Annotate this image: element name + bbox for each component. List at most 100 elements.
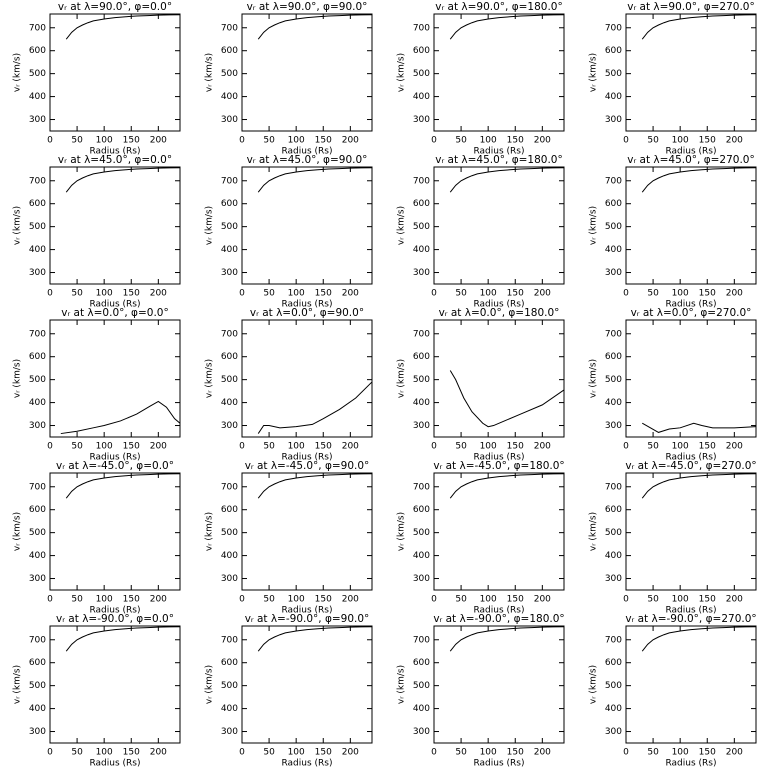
plot-frame — [625, 319, 757, 438]
x-tick-label: 50 — [71, 748, 83, 758]
x-tick-label: 200 — [534, 289, 551, 299]
chart-title: vᵣ at λ=90.0°, φ=180.0° — [435, 1, 563, 13]
y-axis-label: vᵣ (km/s) — [589, 512, 599, 551]
y-tick-label: 400 — [221, 398, 238, 408]
plot-frame — [49, 166, 181, 285]
x-tick-label: 150 — [699, 748, 716, 758]
x-tick-label: 100 — [480, 136, 497, 146]
x-axis-label: Radius (Rs) — [281, 453, 332, 463]
x-tick-label: 200 — [726, 289, 743, 299]
y-tick-label: 500 — [221, 375, 238, 385]
x-tick-label: 200 — [150, 289, 167, 299]
y-axis-label: vᵣ (km/s) — [13, 53, 23, 92]
x-tick-label: 150 — [315, 289, 332, 299]
x-axis-label: Radius (Rs) — [89, 606, 140, 616]
plot-frame — [241, 625, 373, 744]
chart-title: vᵣ at λ=-90.0°, φ=180.0° — [433, 613, 564, 625]
y-axis-label: vᵣ (km/s) — [205, 53, 215, 92]
data-line — [449, 167, 565, 193]
x-axis-label: Radius (Rs) — [89, 300, 140, 310]
y-tick-label: 500 — [29, 681, 46, 691]
chart-title: vᵣ at λ=-45.0°, φ=180.0° — [433, 460, 564, 472]
y-tick-label: 600 — [221, 199, 238, 209]
x-tick-label: 150 — [699, 595, 716, 605]
y-tick-label: 500 — [413, 375, 430, 385]
x-tick-label: 100 — [288, 289, 305, 299]
y-tick-label: 500 — [221, 681, 238, 691]
chart-title: vᵣ at λ=0.0°, φ=270.0° — [631, 307, 752, 319]
y-tick-label: 500 — [605, 69, 622, 79]
x-axis-label: Radius (Rs) — [665, 759, 716, 768]
y-tick-label: 400 — [221, 551, 238, 561]
y-tick-label: 500 — [605, 681, 622, 691]
y-tick-label: 700 — [29, 635, 46, 645]
plot-frame — [625, 13, 757, 132]
y-axis-label: vᵣ (km/s) — [205, 665, 215, 704]
y-tick-label: 400 — [221, 245, 238, 255]
y-tick-label: 400 — [29, 92, 46, 102]
y-tick-label: 400 — [605, 704, 622, 714]
x-axis-label: Radius (Rs) — [89, 453, 140, 463]
y-tick-label: 500 — [221, 528, 238, 538]
y-tick-label: 300 — [221, 727, 238, 737]
x-tick-label: 50 — [263, 136, 275, 146]
x-tick-label: 100 — [96, 289, 113, 299]
x-tick-label: 50 — [455, 289, 467, 299]
y-axis-label: vᵣ (km/s) — [13, 665, 23, 704]
x-tick-label: 0 — [431, 748, 437, 758]
x-tick-label: 0 — [239, 748, 245, 758]
y-axis-label: vᵣ (km/s) — [13, 512, 23, 551]
y-tick-label: 500 — [605, 375, 622, 385]
y-tick-label: 700 — [221, 482, 238, 492]
chart-title: vᵣ at λ=0.0°, φ=180.0° — [439, 307, 560, 319]
x-tick-label: 100 — [288, 442, 305, 452]
x-tick-label: 0 — [239, 595, 245, 605]
x-axis-label: Radius (Rs) — [89, 147, 140, 157]
x-tick-label: 0 — [431, 442, 437, 452]
plot-frame — [625, 166, 757, 285]
x-tick-label: 0 — [47, 595, 53, 605]
y-tick-label: 500 — [605, 528, 622, 538]
x-tick-label: 150 — [123, 748, 140, 758]
y-tick-label: 300 — [413, 421, 430, 431]
y-tick-label: 600 — [605, 505, 622, 515]
y-axis-label: vᵣ (km/s) — [589, 359, 599, 398]
y-tick-label: 700 — [413, 635, 430, 645]
x-axis-label: Radius (Rs) — [473, 606, 524, 616]
x-axis-label: Radius (Rs) — [665, 300, 716, 310]
y-axis-label: vᵣ (km/s) — [205, 512, 215, 551]
y-tick-label: 300 — [221, 115, 238, 125]
x-tick-label: 50 — [647, 136, 659, 146]
x-tick-label: 50 — [455, 136, 467, 146]
chart-title: vᵣ at λ=45.0°, φ=0.0° — [58, 154, 172, 166]
y-tick-label: 400 — [29, 398, 46, 408]
y-tick-label: 700 — [605, 329, 622, 339]
chart-title: vᵣ at λ=90.0°, φ=0.0° — [58, 1, 172, 13]
plot-frame — [625, 625, 757, 744]
x-axis-label: Radius (Rs) — [665, 147, 716, 157]
x-tick-label: 200 — [534, 442, 551, 452]
x-tick-label: 50 — [71, 595, 83, 605]
y-tick-label: 600 — [29, 658, 46, 668]
x-tick-label: 0 — [431, 595, 437, 605]
x-tick-label: 150 — [123, 442, 140, 452]
x-tick-label: 0 — [47, 136, 53, 146]
x-tick-label: 150 — [123, 289, 140, 299]
y-tick-label: 600 — [413, 46, 430, 56]
x-tick-label: 200 — [342, 289, 359, 299]
y-axis-label: vᵣ (km/s) — [205, 206, 215, 245]
data-line — [257, 167, 373, 193]
x-axis-label: Radius (Rs) — [665, 453, 716, 463]
x-axis-label: Radius (Rs) — [281, 147, 332, 157]
x-axis-label: Radius (Rs) — [281, 606, 332, 616]
data-line — [65, 167, 181, 193]
x-tick-label: 150 — [699, 442, 716, 452]
x-tick-label: 100 — [288, 595, 305, 605]
y-tick-label: 300 — [29, 421, 46, 431]
data-line — [449, 473, 565, 499]
y-tick-label: 500 — [29, 528, 46, 538]
data-line — [257, 626, 373, 652]
data-line — [449, 370, 565, 428]
y-tick-label: 500 — [413, 681, 430, 691]
x-tick-label: 50 — [455, 595, 467, 605]
